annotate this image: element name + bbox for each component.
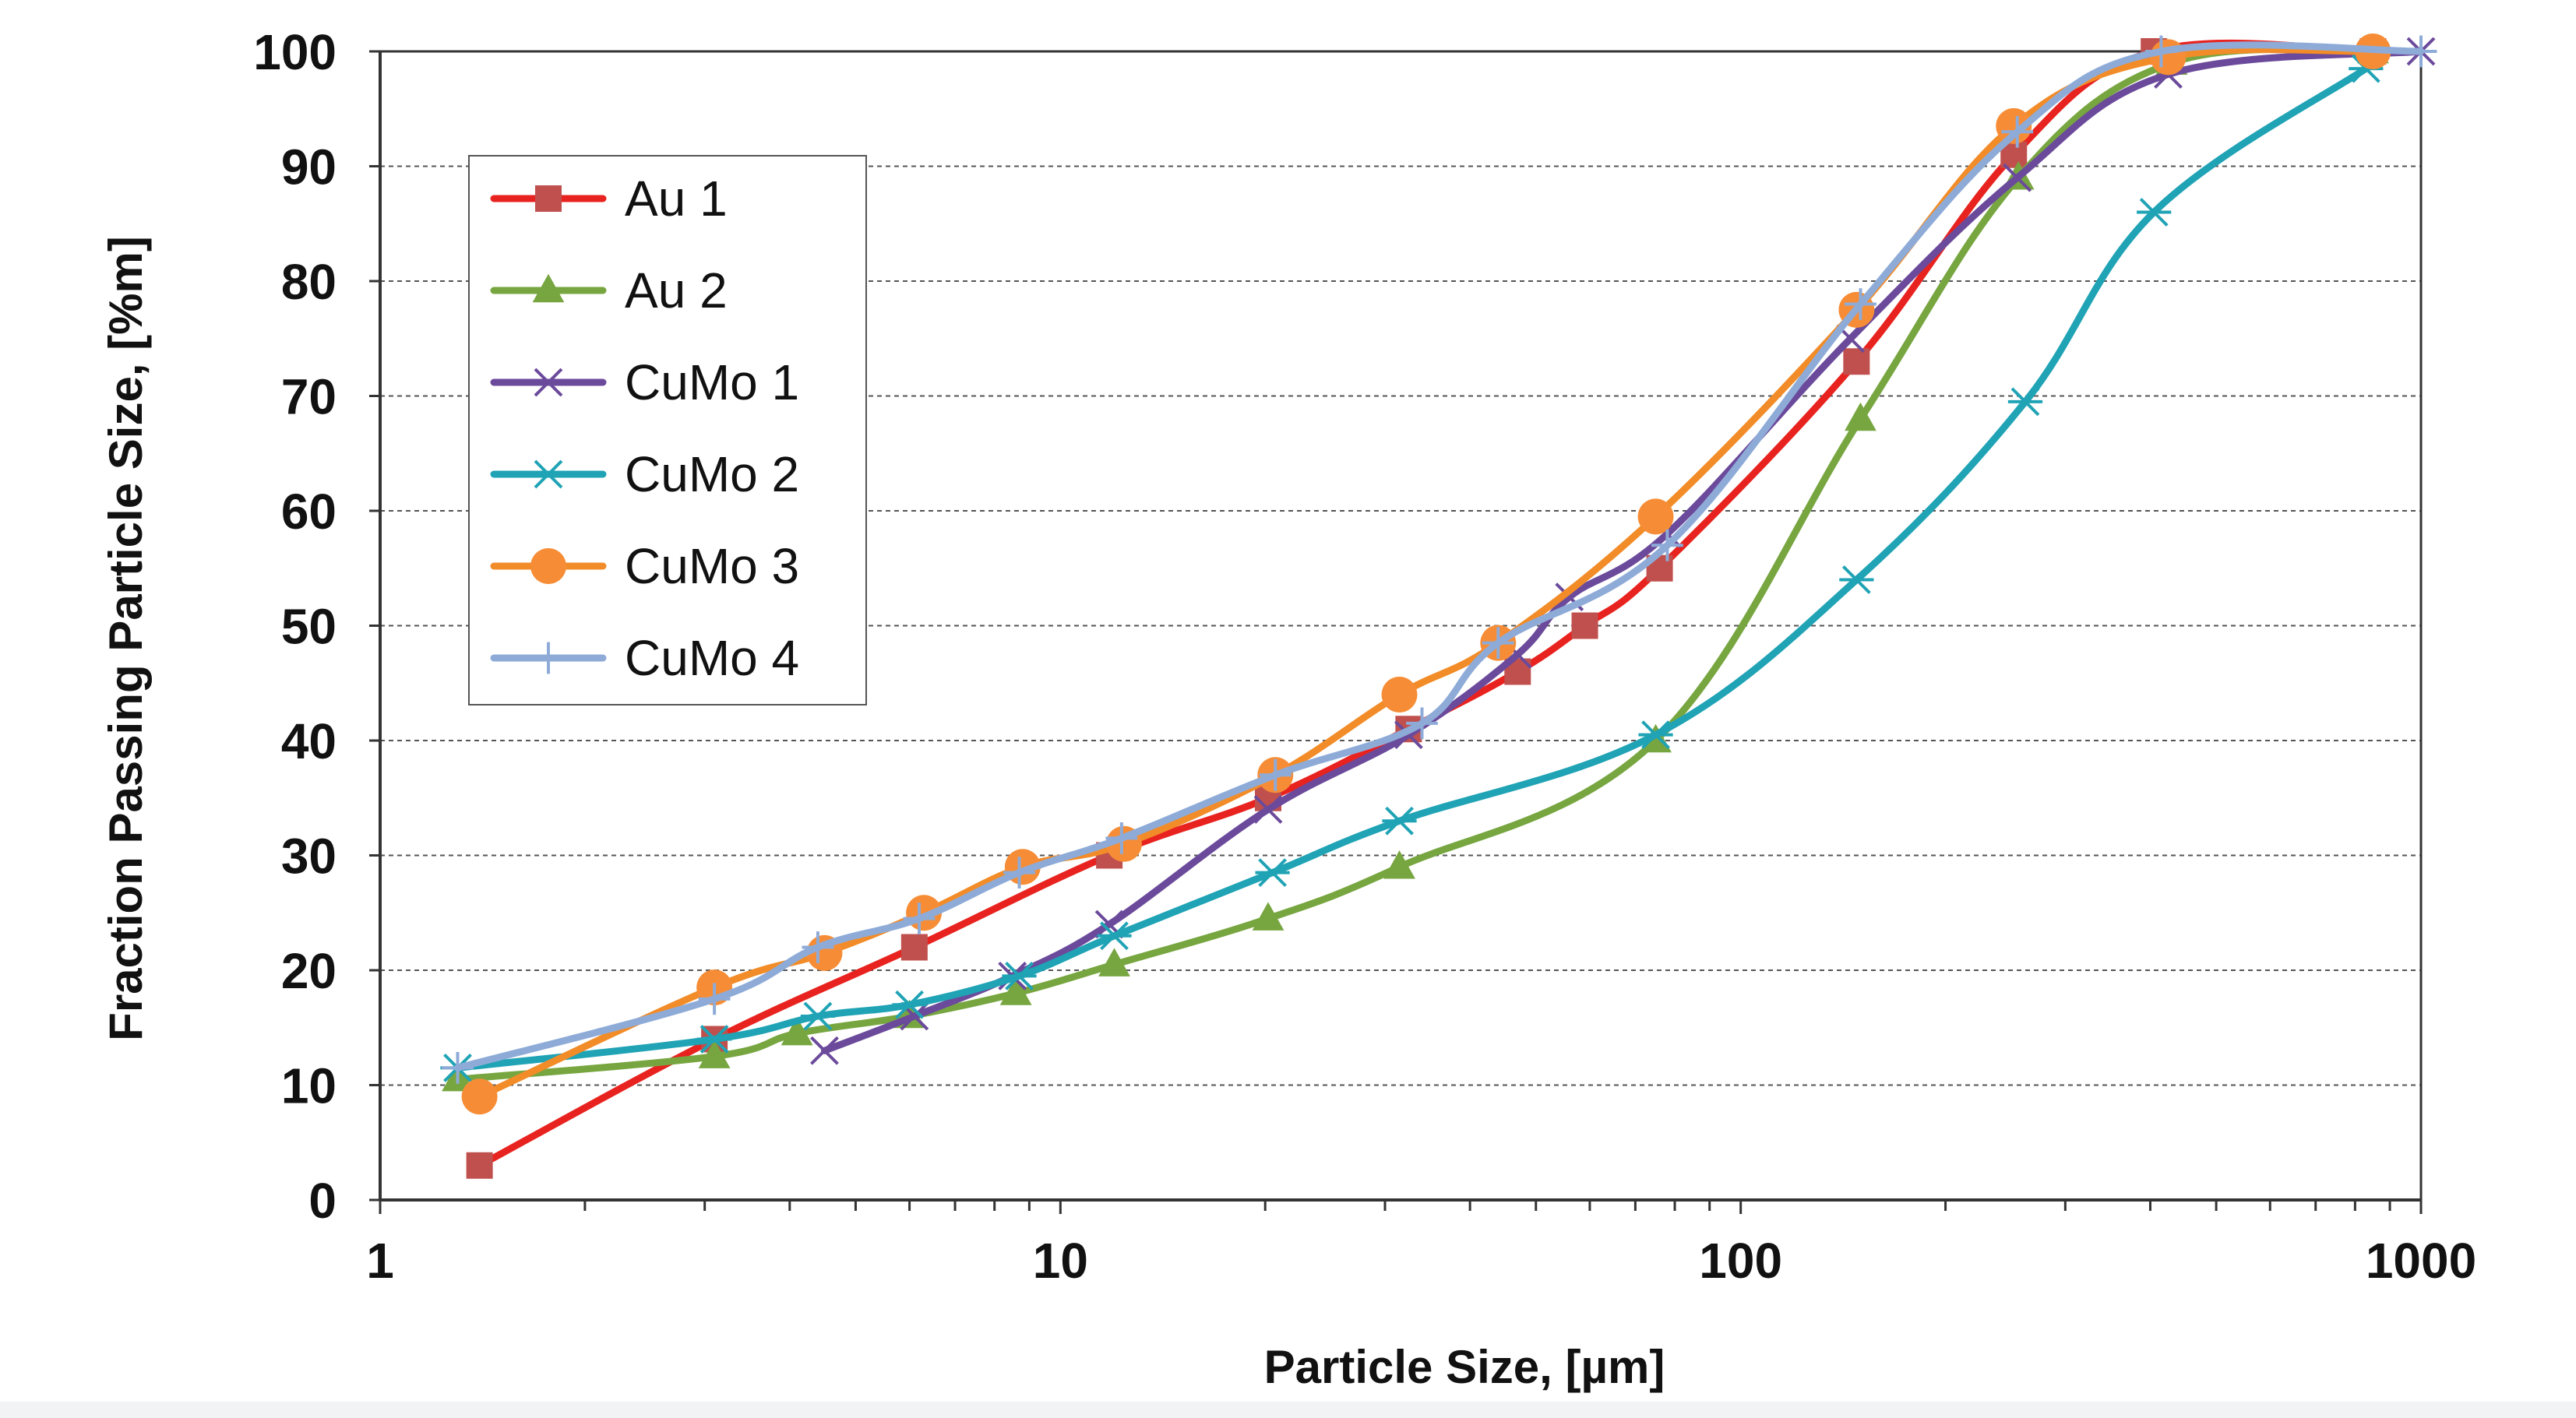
- asterisk-marker: [1638, 720, 1673, 750]
- triangle-marker: [698, 1040, 731, 1068]
- triangle-marker: [999, 976, 1032, 1005]
- legend-item: Au 2: [490, 262, 728, 318]
- circle-marker: [1637, 498, 1674, 535]
- asterisk-marker: [892, 990, 927, 1019]
- plus-marker: [1482, 627, 1514, 660]
- series-cumo-4: [442, 35, 2437, 1084]
- axes: [369, 50, 2423, 1214]
- circle-marker: [1381, 677, 1418, 713]
- series-cumo-2: [440, 54, 2384, 1082]
- x-marker: [1253, 795, 1283, 824]
- legend-box: [468, 155, 867, 705]
- asterisk-marker: [1097, 921, 1132, 951]
- plus-marker: [1105, 822, 1138, 854]
- series-line: [821, 48, 2425, 1054]
- plus-marker: [1003, 857, 1035, 889]
- y-tick-label: 80: [281, 254, 337, 310]
- y-tick-label: 0: [308, 1173, 337, 1229]
- square-marker: [1843, 348, 1870, 375]
- y-tick-label: 30: [281, 829, 337, 885]
- legend-item: CuMo 2: [490, 446, 799, 502]
- y-tick-label: 10: [281, 1058, 337, 1114]
- circle-marker: [2150, 39, 2187, 76]
- circle-marker: [461, 1078, 498, 1115]
- x-tick-label: 10: [1033, 1233, 1088, 1289]
- triangle-marker: [781, 1016, 813, 1046]
- asterisk-marker: [1255, 858, 1290, 888]
- y-tick-label: 90: [281, 139, 337, 195]
- triangle-marker: [532, 273, 565, 303]
- x-tick-label: 1000: [2366, 1233, 2476, 1289]
- legend-label: CuMo 4: [625, 630, 799, 686]
- asterisk-marker: [697, 1025, 732, 1054]
- y-tick-label: 40: [281, 713, 337, 769]
- asterisk-marker: [2137, 198, 2172, 227]
- y-tick-label: 50: [281, 599, 337, 655]
- x-tick-label: 1: [366, 1233, 394, 1289]
- triangle-marker: [1098, 948, 1130, 976]
- circle-marker: [1996, 107, 2032, 144]
- plus-marker: [2145, 35, 2177, 68]
- asterisk-marker: [1839, 565, 1874, 594]
- legend: Au 1 Au 2 CuMo 1 CuMo 2 CuMo 3 CuMo 4: [468, 155, 867, 705]
- plus-marker: [1651, 529, 1683, 561]
- asterisk-marker: [800, 1001, 836, 1031]
- square-marker: [900, 934, 928, 961]
- circle-marker: [530, 548, 566, 584]
- plus-marker: [1259, 758, 1292, 791]
- square-marker: [535, 185, 562, 212]
- triangle-marker: [1252, 902, 1284, 931]
- y-tick-label: 70: [281, 369, 337, 425]
- plus-marker: [532, 642, 565, 674]
- legend-label: Au 2: [625, 262, 728, 318]
- x-marker: [810, 1036, 839, 1065]
- x-tick-label: 100: [1699, 1233, 1782, 1289]
- square-marker: [466, 1152, 493, 1179]
- asterisk-marker: [530, 459, 566, 489]
- triangle-marker: [1383, 850, 1415, 879]
- asterisk-marker: [1382, 806, 1417, 836]
- plus-marker: [1845, 288, 1876, 320]
- x-axis-title: Particle Size, [µm]: [1264, 1341, 1665, 1393]
- legend-label: CuMo 2: [625, 446, 799, 502]
- series-lines: [440, 33, 2437, 1179]
- y-tick-label: 60: [281, 484, 337, 540]
- y-tick-label: 20: [281, 943, 337, 999]
- y-tick-label: 100: [253, 24, 337, 80]
- plus-marker: [903, 903, 936, 935]
- triangle-marker: [1845, 402, 1876, 431]
- x-marker: [2003, 163, 2032, 192]
- x-marker: [534, 368, 563, 397]
- legend-label: CuMo 3: [625, 538, 799, 594]
- legend-item: CuMo 1: [490, 354, 799, 410]
- plus-marker: [1406, 707, 1438, 740]
- plus-marker: [698, 983, 731, 1015]
- legend-item: CuMo 4: [490, 630, 799, 686]
- plus-marker: [2405, 35, 2437, 68]
- bottom-strip: [0, 1402, 2576, 1418]
- plus-marker: [2001, 115, 2034, 148]
- legend-item: Au 1: [490, 171, 728, 227]
- legend-label: CuMo 1: [625, 354, 799, 410]
- plus-marker: [802, 931, 834, 963]
- asterisk-marker: [2007, 387, 2043, 417]
- y-axis-title: Fraction Passing Particle Size, [%m]: [100, 236, 152, 1041]
- square-marker: [1571, 612, 1598, 639]
- legend-item: CuMo 3: [490, 538, 799, 594]
- legend-label: Au 1: [625, 171, 728, 227]
- asterisk-marker: [1002, 961, 1037, 990]
- plus-marker: [442, 1051, 474, 1084]
